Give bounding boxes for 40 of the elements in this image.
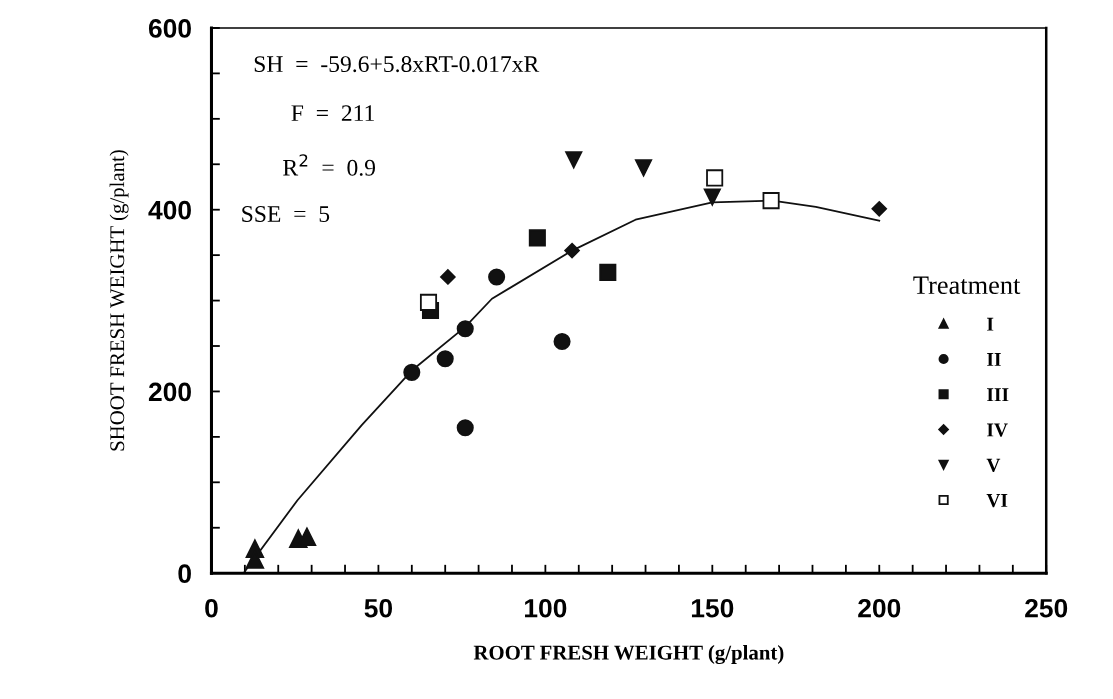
- point: [403, 363, 421, 381]
- point: [564, 242, 580, 259]
- legend-label: VI: [986, 494, 1008, 508]
- y-axis-title: SHOOT FRESH WEIGHT (g/plant): [109, 150, 129, 451]
- point: [706, 169, 724, 187]
- point: [440, 269, 456, 285]
- legend-label: IV: [987, 423, 1008, 437]
- point: [703, 188, 721, 206]
- legend-label: III: [987, 388, 1009, 402]
- annotation: SSE = 5: [242, 206, 330, 222]
- x-tick-label: 250: [1025, 598, 1068, 618]
- y-tick-label: 0: [178, 564, 191, 583]
- x-tick-label: 200: [858, 598, 901, 618]
- point: [528, 229, 546, 247]
- point: [634, 159, 653, 177]
- x-tick-label: 50: [364, 598, 393, 618]
- point: [565, 151, 583, 169]
- point: [456, 320, 474, 338]
- legend-label: I: [987, 317, 994, 331]
- point: [419, 293, 438, 311]
- x-tick-label: 0: [205, 598, 218, 618]
- point: [599, 263, 617, 281]
- annotation: SH = -59.6+5.8xRT-0.017xR: [254, 56, 540, 73]
- point: [436, 350, 454, 368]
- point: [871, 201, 888, 217]
- point: [488, 268, 506, 286]
- annotation: R$^{2}$ = 0.9: [283, 154, 376, 176]
- y-tick-label: 600: [148, 19, 191, 38]
- x-tick-label: 100: [525, 598, 567, 618]
- annotation: F = 211: [291, 105, 374, 121]
- y-tick-label: 200: [148, 382, 191, 402]
- x-tick-label: 150: [691, 598, 734, 618]
- point: [456, 419, 474, 437]
- point: [762, 192, 780, 210]
- legend-label: V: [986, 458, 1001, 472]
- x-axis-title: ROOT FRESH WEIGHT (g/plant): [473, 645, 784, 665]
- point: [553, 332, 571, 351]
- legend-title: Treatment: [913, 276, 1021, 295]
- legend-label: II: [987, 353, 1001, 366]
- y-tick-label: 400: [148, 200, 191, 220]
